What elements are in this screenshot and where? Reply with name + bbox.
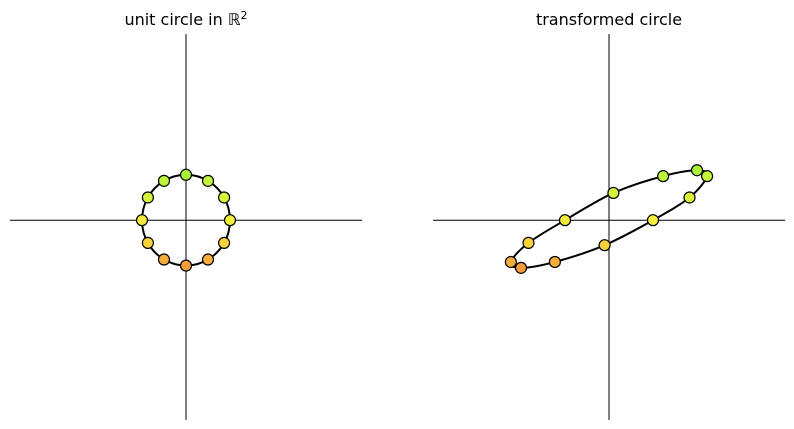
right-data-point-5 <box>607 186 620 200</box>
left-panel-title: unit circle in ℝ2 <box>124 9 247 29</box>
right-points <box>504 164 714 274</box>
right-data-point-0 <box>646 214 660 227</box>
left-data-point-4 <box>157 174 171 187</box>
left-data-point-10 <box>201 253 215 266</box>
left-data-point-11 <box>218 236 231 249</box>
left-data-point-0 <box>223 214 237 227</box>
left-data-point-1 <box>218 191 231 204</box>
right-panel: transformed circle <box>433 10 785 420</box>
left-panel: unit circle in ℝ2 <box>10 9 362 420</box>
left-data-point-5 <box>141 191 154 204</box>
left-data-point-2 <box>201 174 215 187</box>
right-data-point-3 <box>690 164 704 177</box>
right-data-point-7 <box>522 236 535 249</box>
right-data-point-2 <box>701 170 714 183</box>
left-points <box>135 168 237 272</box>
right-data-point-4 <box>657 170 670 183</box>
left-data-point-6 <box>135 214 149 227</box>
left-data-point-8 <box>157 253 171 266</box>
right-data-point-10 <box>548 255 561 269</box>
left-data-point-7 <box>141 236 154 249</box>
right-data-point-6 <box>558 214 572 227</box>
right-data-point-11 <box>598 239 611 252</box>
right-data-point-8 <box>504 255 517 269</box>
left-data-point-3 <box>179 168 193 181</box>
left-data-point-9 <box>179 259 193 272</box>
right-data-point-1 <box>683 191 696 204</box>
right-panel-title: transformed circle <box>536 10 682 29</box>
right-data-point-9 <box>514 261 528 274</box>
